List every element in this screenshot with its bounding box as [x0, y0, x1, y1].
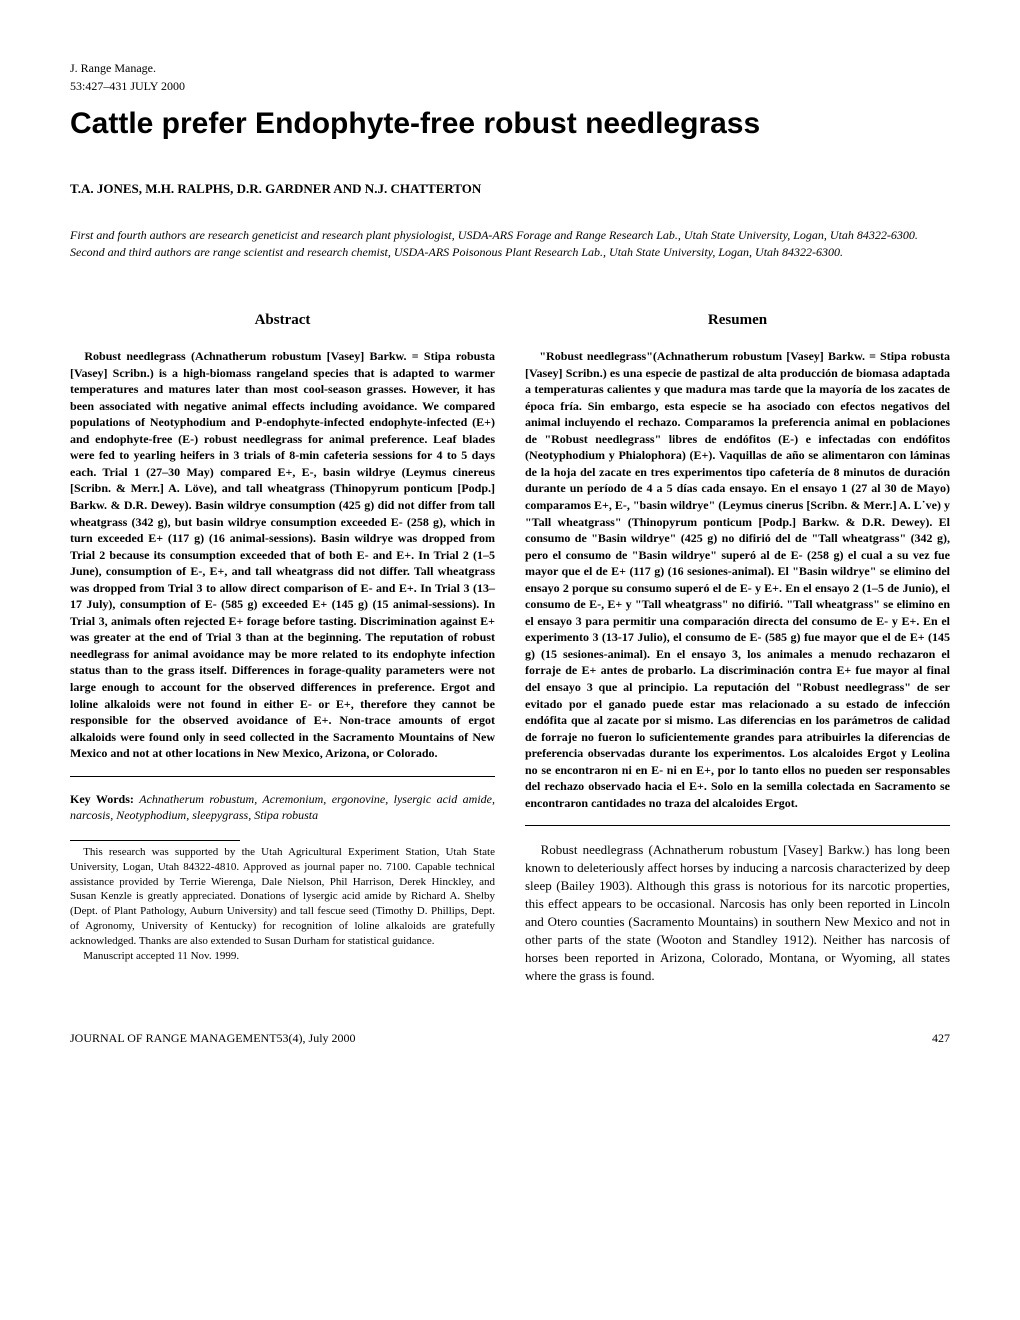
- resumen-divider: [525, 825, 950, 826]
- footnote-2: Manuscript accepted 11 Nov. 1999.: [70, 949, 495, 964]
- resumen-text: "Robust needlegrass"(Achnatherum robustu…: [525, 348, 950, 811]
- abstract-text: Robust needlegrass (Achnatherum robustum…: [70, 348, 495, 762]
- page-footer: JOURNAL OF RANGE MANAGEMENT53(4), July 2…: [70, 1030, 950, 1046]
- resumen-heading: Resumen: [525, 310, 950, 330]
- right-column: Resumen "Robust needlegrass"(Achnatherum…: [525, 310, 950, 985]
- journal-line-2: 53:427–431 JULY 2000: [70, 78, 950, 94]
- footnote-divider: [70, 840, 240, 841]
- body-intro: Robust needlegrass (Achnatherum robustum…: [525, 841, 950, 985]
- two-column-layout: Abstract Robust needlegrass (Achnatherum…: [70, 310, 950, 985]
- keywords-label: Key Words:: [70, 792, 139, 806]
- affiliation: First and fourth authors are research ge…: [70, 227, 950, 259]
- footnote-1: This research was supported by the Utah …: [70, 845, 495, 949]
- article-title: Cattle prefer Endophyte-free robust need…: [70, 104, 950, 145]
- authors: T.A. JONES, M.H. RALPHS, D.R. GARDNER AN…: [70, 180, 950, 198]
- abstract-heading: Abstract: [70, 310, 495, 330]
- journal-line-1: J. Range Manage.: [70, 60, 950, 76]
- footer-journal: JOURNAL OF RANGE MANAGEMENT53(4), July 2…: [70, 1030, 356, 1046]
- footer-page-number: 427: [932, 1030, 950, 1046]
- keywords: Key Words: Achnatherum robustum, Acremon…: [70, 791, 495, 824]
- abstract-divider: [70, 776, 495, 777]
- left-column: Abstract Robust needlegrass (Achnatherum…: [70, 310, 495, 985]
